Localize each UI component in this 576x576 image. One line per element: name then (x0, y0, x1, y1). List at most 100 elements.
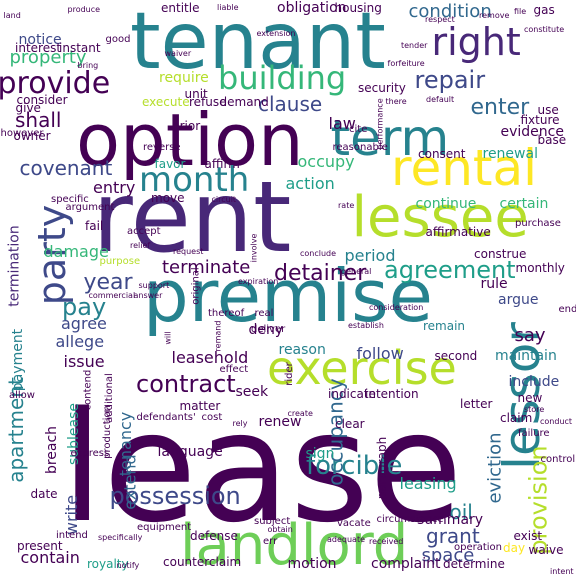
word-eviction: eviction (484, 432, 506, 504)
word-rider: rider (283, 362, 295, 386)
word-commercial: commercial (88, 291, 136, 300)
word-base: base (537, 133, 567, 147)
word-failure: failure (518, 428, 550, 439)
word-rate: rate (338, 201, 355, 210)
word-agree: agree (61, 314, 107, 333)
word-damage: damage (43, 242, 109, 261)
word-accept: accept (127, 226, 161, 237)
word-claim: claim (500, 411, 533, 425)
word-monthly: monthly (515, 261, 565, 275)
word-bring: bring (77, 61, 99, 70)
word-err: err (263, 536, 278, 547)
word-paragraph: paragraph (375, 436, 390, 500)
word-include: include (508, 374, 560, 390)
word-matter: matter (179, 399, 221, 413)
word-intend: intend (56, 530, 88, 541)
word-original: original (190, 267, 202, 305)
word-royalty: royalty (87, 557, 129, 571)
word-argument: argument (65, 202, 115, 213)
word-complaint: complaint (371, 556, 441, 572)
word-shall: shall (15, 108, 62, 132)
word-request: request (173, 247, 204, 256)
word-payment: payment (10, 328, 27, 392)
word-received: received (369, 537, 404, 546)
word-file: file (514, 7, 527, 16)
word-evidence: evidence (500, 124, 564, 140)
word-produce: produce (67, 5, 101, 14)
word-entitle: entitle (161, 1, 200, 15)
word-express: express (70, 448, 110, 459)
word-certain: certain (499, 196, 549, 212)
word-unit: unit (184, 87, 208, 101)
word-liable: liable (217, 3, 239, 12)
word-enter: enter (470, 95, 530, 120)
word-purchase: purchase (515, 218, 561, 229)
word-consider: consider (16, 93, 68, 107)
word-constitute: constitute (524, 25, 565, 34)
word-defense: defense (190, 529, 238, 543)
word-detainer: detainer (274, 261, 367, 286)
word-occupy: occupy (297, 152, 355, 171)
word-good: good (105, 34, 131, 45)
word-exist: exist (513, 529, 543, 543)
word-allow: allow (9, 390, 35, 401)
word-month: month (139, 160, 250, 200)
word-consent: consent (418, 147, 466, 161)
word-contend: contend (81, 369, 93, 411)
word-require: require (159, 70, 209, 86)
word-grant: grant (426, 524, 480, 548)
word-covenant: covenant (19, 156, 113, 180)
word-relief: relief (130, 241, 151, 250)
word-refuse: refuse (189, 95, 227, 109)
word-interest: interest (15, 41, 62, 55)
word-rent: rent (92, 161, 292, 275)
word-obtain: obtain (267, 525, 293, 534)
word-continue: continue (415, 196, 477, 212)
word-conclude: conclude (300, 249, 337, 258)
word-present: present (17, 539, 63, 553)
word-security: security (358, 81, 406, 95)
word-follow: follow (356, 344, 404, 363)
word-defendants: defendants' (136, 412, 196, 423)
word-however: however (0, 128, 44, 139)
word-deny: deny (248, 322, 284, 338)
word-second: second (434, 349, 478, 363)
word-vacate: vacate (337, 518, 371, 529)
word-construe: construe (474, 247, 527, 261)
word-answer: answer (133, 291, 163, 300)
word-oil: oil (449, 500, 473, 524)
word-repair: repair (414, 66, 486, 94)
word-demand: demand (219, 95, 269, 109)
word-landlord: landlord (180, 513, 409, 576)
word-lessee: lessee (351, 185, 529, 250)
word-indicate: indicate (328, 387, 376, 401)
word-execute: execute (142, 95, 190, 109)
word-store: store (524, 405, 545, 414)
word-rental: rental (391, 139, 538, 197)
word-seek: seek (235, 384, 269, 400)
word-remand: remand (212, 320, 222, 352)
word-extension: extension (256, 29, 296, 38)
word-waiver: waiver (164, 49, 192, 58)
word-obligation: obligation (277, 0, 347, 16)
word-terminate: terminate (162, 257, 251, 278)
word-option: option (76, 98, 304, 182)
word-property: property (9, 47, 87, 68)
word-specific: specific (51, 194, 89, 205)
word-exercise: exercise (267, 341, 457, 395)
word-purpose: purpose (99, 256, 141, 267)
word-cite: cite (349, 124, 368, 135)
word-real: real (254, 308, 274, 319)
word-fail: fail (85, 219, 104, 233)
word-pay: pay (62, 293, 107, 321)
word-language: language (157, 444, 223, 460)
word-forfeiture: forfeiture (387, 59, 425, 68)
word-end: end (558, 304, 576, 315)
word-premise: premise (143, 254, 433, 338)
word-expiration: expiration (238, 277, 279, 286)
word-say: say (514, 325, 546, 346)
word-housing: housing (334, 1, 382, 15)
word-rely: rely (232, 419, 248, 428)
word-prior: prior (172, 119, 201, 133)
